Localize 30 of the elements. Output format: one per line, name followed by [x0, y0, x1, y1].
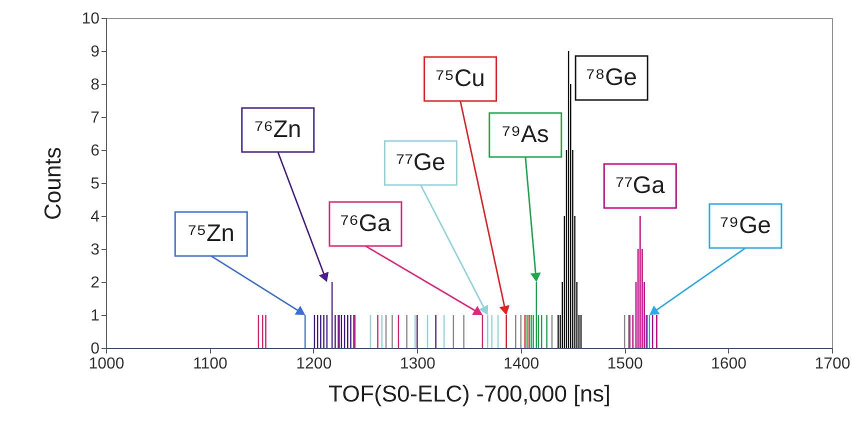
annotation: ⁷⁵Zn — [188, 220, 234, 247]
y-axis-title: Counts — [40, 147, 66, 220]
y-tick-label: 7 — [90, 110, 100, 126]
y-tick-label: 0 — [90, 340, 100, 358]
y-tick-label: 9 — [90, 44, 100, 60]
annotation: ⁷⁷Ga — [615, 172, 666, 199]
y-tick-label: 6 — [90, 142, 100, 160]
x-tick-label: 1500 — [607, 356, 643, 372]
x-tick-label: 1100 — [193, 356, 228, 372]
x-tick-label: 1700 — [814, 356, 850, 372]
annotation: ⁷⁹As — [502, 121, 549, 148]
y-tick-label: 8 — [90, 76, 100, 94]
annotation: ⁷⁸Ge — [586, 64, 637, 91]
y-tick-label: 10 — [82, 10, 100, 28]
x-tick-label: 1200 — [296, 356, 332, 372]
y-tick-label: 3 — [90, 242, 100, 258]
x-tick-label: 1600 — [710, 356, 747, 372]
x-tick-label: 1000 — [88, 356, 124, 372]
y-tick-label: 5 — [90, 176, 100, 192]
x-tick-label: 1300 — [400, 356, 436, 372]
y-tick-label: 4 — [90, 208, 100, 226]
annotation: ⁷⁶Zn — [254, 116, 302, 143]
annotation: ⁷⁷Ge — [396, 149, 446, 176]
x-tick-label: 1400 — [504, 356, 540, 372]
y-tick-label: 1 — [90, 308, 100, 324]
y-tick-label: 2 — [90, 274, 100, 292]
annotation: ⁷⁹Ge — [720, 212, 771, 239]
x-axis-title: TOF(S0-ELC) -700,000 [ns] — [328, 380, 611, 406]
annotation: ⁷⁶Ga — [340, 210, 392, 237]
annotation: ⁷⁵Cu — [436, 65, 485, 92]
